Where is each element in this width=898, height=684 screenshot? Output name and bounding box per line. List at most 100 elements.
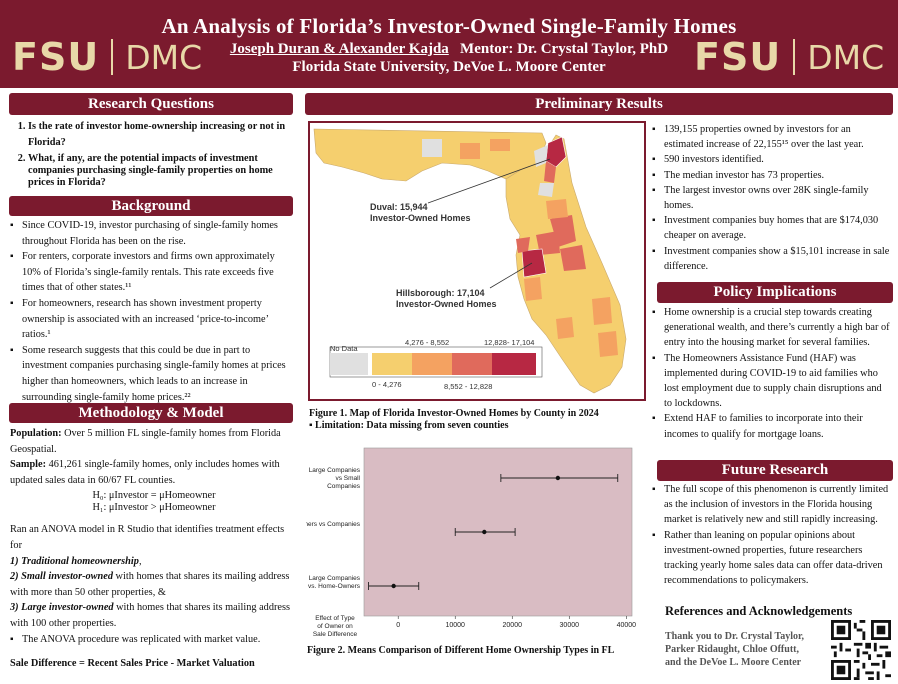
legend-swatch-4 bbox=[492, 353, 536, 375]
figure-1-caption: Figure 1. Map of Florida Investor-Owned … bbox=[309, 408, 599, 419]
chart-x-tick-label: 40000 bbox=[617, 622, 637, 629]
chart-x-tick-label: 30000 bbox=[560, 622, 580, 629]
legend-label-4: 12,828- 17,104 bbox=[484, 338, 534, 347]
anova-note: The ANOVA procedure was replicated with … bbox=[10, 632, 298, 648]
authors: Joseph Duran & Alexander Kajda bbox=[229, 41, 449, 57]
county bbox=[592, 297, 612, 325]
background-item: For homeowners, research has shown inves… bbox=[10, 296, 296, 343]
county bbox=[560, 245, 586, 271]
results-item: The median investor has 73 properties. bbox=[652, 168, 892, 183]
policy-item: Extend HAF to families to incorporate in… bbox=[652, 411, 892, 441]
research-question: What, if any, are the potential impacts … bbox=[28, 153, 296, 189]
county bbox=[556, 317, 574, 339]
background-list: Since COVID-19, investor purchasing of s… bbox=[10, 218, 296, 405]
florida-map-figure: Duval: 15,944 Investor-Owned Homes Hills… bbox=[308, 121, 646, 401]
florida-county-map: Duval: 15,944 Investor-Owned Homes Hills… bbox=[313, 128, 627, 394]
future-item: Rather than leaning on popular opinions … bbox=[652, 528, 892, 589]
policy-heading: Policy Implications bbox=[657, 282, 893, 303]
policy-item: Home ownership is a crucial step towards… bbox=[652, 305, 892, 351]
effect-2: 2) Small investor-owned with homes that … bbox=[10, 571, 290, 598]
background-heading: Background bbox=[9, 196, 293, 216]
county bbox=[546, 199, 568, 219]
county-no-data bbox=[534, 145, 548, 167]
chart-x-tick-label: 0 bbox=[396, 622, 400, 629]
poster-header: An Analysis of Florida’s Investor-Owned … bbox=[0, 0, 898, 88]
policy-list: Home ownership is a crucial step towards… bbox=[652, 305, 892, 442]
map-legend: No Data 4,276 - 8,552 12,828- 17,104 0 -… bbox=[329, 338, 543, 391]
mentor: Mentor: Dr. Crystal Taylor, PhD bbox=[460, 41, 669, 57]
logo-divider bbox=[793, 39, 796, 75]
chart-x-tick-label: 20000 bbox=[503, 622, 523, 629]
future-list: The full scope of this phenomenon is cur… bbox=[652, 482, 892, 588]
population-line: Population: Over 5 million FL single-fam… bbox=[10, 428, 281, 455]
figure-1-limitation: ▪ Limitation: Data missing from seven co… bbox=[309, 420, 509, 431]
county bbox=[524, 277, 542, 301]
null-hypothesis: H₀: μInvestor = μHomeowner bbox=[92, 490, 216, 502]
figure-2-caption: Figure 2. Means Comparison of Different … bbox=[307, 645, 615, 656]
hillsborough-label-line-2: Investor-Owned Homes bbox=[396, 299, 497, 309]
results-item: The largest investor owns over 28K singl… bbox=[652, 183, 892, 213]
qr-code[interactable] bbox=[831, 620, 891, 680]
duval-label-line-1: Duval: 15,944 bbox=[370, 202, 428, 212]
anova-intro: Ran an ANOVA model in R Studio that iden… bbox=[10, 524, 285, 551]
duval-leader-line bbox=[427, 158, 551, 204]
references-heading: References and Acknowledgements bbox=[665, 604, 853, 618]
legend-swatch-no-data bbox=[330, 353, 368, 375]
logo-right: FSU DMC bbox=[694, 38, 884, 76]
fsu-logo: FSU bbox=[12, 35, 100, 79]
county bbox=[544, 161, 556, 183]
chart-mean-point bbox=[482, 529, 487, 535]
chart-mean-point bbox=[555, 475, 561, 481]
hillsborough-leader-line bbox=[489, 262, 533, 289]
effect-1: 1) Traditional homeownership, bbox=[10, 555, 142, 567]
results-item: 590 investors identified. bbox=[652, 152, 892, 167]
legend-swatch-2 bbox=[412, 353, 452, 375]
legend-label-2: 4,276 - 8,552 bbox=[405, 338, 449, 347]
duval-label-line-2: Investor-Owned Homes bbox=[370, 213, 471, 223]
research-questions-list: Is the rate of investor home-ownership i… bbox=[12, 119, 296, 189]
county bbox=[490, 139, 510, 151]
alt-hypothesis: H₁: μInvestor > μHomeowner bbox=[92, 502, 216, 514]
research-questions-heading: Research Questions bbox=[9, 93, 293, 115]
chart-category-label: Large Companies vs Small Companies bbox=[309, 467, 361, 490]
preliminary-results-heading: Preliminary Results bbox=[305, 93, 893, 115]
background-item: Since COVID-19, investor purchasing of s… bbox=[10, 218, 296, 249]
chart-category-label: Home-Owners vs Companies bbox=[306, 521, 361, 528]
means-comparison-svg: Effect of Type of Owner on Sale Difference… bbox=[275, 447, 637, 638]
background-item: Some research suggests that this could b… bbox=[10, 343, 296, 405]
county-hillsborough bbox=[521, 248, 547, 278]
legend-swatch-1 bbox=[372, 353, 412, 375]
legend-label-no-data: No Data bbox=[330, 344, 358, 353]
poster-title: An Analysis of Florida’s Investor-Owned … bbox=[161, 14, 737, 38]
authors-line: Joseph Duran & Alexander Kajda Mentor: D… bbox=[0, 41, 898, 58]
sale-difference-formula: Sale Difference = Recent Sales Price - M… bbox=[10, 658, 255, 670]
chart-mean-point bbox=[391, 583, 396, 589]
results-item: 139,155 properties owned by investors fo… bbox=[652, 122, 892, 152]
dmc-logo: DMC bbox=[807, 37, 885, 77]
hillsborough-label-line-1: Hillsborough: 17,104 bbox=[396, 288, 485, 298]
hypotheses: H₀: μInvestor = μHomeowner H₁: μInvestor… bbox=[10, 490, 298, 514]
county-no-data bbox=[538, 183, 554, 197]
research-question: Is the rate of investor home-ownership i… bbox=[28, 119, 296, 150]
legend-swatch-3 bbox=[452, 353, 492, 375]
future-research-heading: Future Research bbox=[657, 460, 893, 481]
chart-x-tick-label: 10000 bbox=[445, 622, 465, 629]
figure-1-caption-block: Figure 1. Map of Florida Investor-Owned … bbox=[309, 408, 649, 432]
methodology-heading: Methodology & Model bbox=[9, 403, 293, 423]
county bbox=[516, 237, 530, 253]
results-item: Investment companies buy homes that are … bbox=[652, 213, 892, 243]
results-item: Investment companies show a $15,101 incr… bbox=[652, 244, 892, 274]
chart-category-label: Large Companies vs. Home-Owners bbox=[308, 575, 361, 590]
methodology-body: Population: Over 5 million FL single-fam… bbox=[10, 426, 298, 672]
dmc-logo: DMC bbox=[125, 37, 203, 77]
institution: Florida State University, DeVoe L. Moore… bbox=[292, 59, 606, 75]
fsu-logo: FSU bbox=[694, 35, 782, 79]
logo-divider bbox=[111, 39, 114, 75]
legend-label-1: 0 - 4,276 bbox=[372, 380, 402, 389]
county bbox=[598, 331, 618, 357]
policy-item: The Homeowners Assistance Fund (HAF) was… bbox=[652, 351, 892, 412]
legend-label-3: 8,552 - 12,828 bbox=[444, 382, 492, 391]
background-item: For renters, corporate investors and fir… bbox=[10, 249, 296, 296]
means-comparison-chart: Effect of Type of Owner on Sale Difference… bbox=[275, 440, 642, 642]
county bbox=[460, 143, 480, 159]
